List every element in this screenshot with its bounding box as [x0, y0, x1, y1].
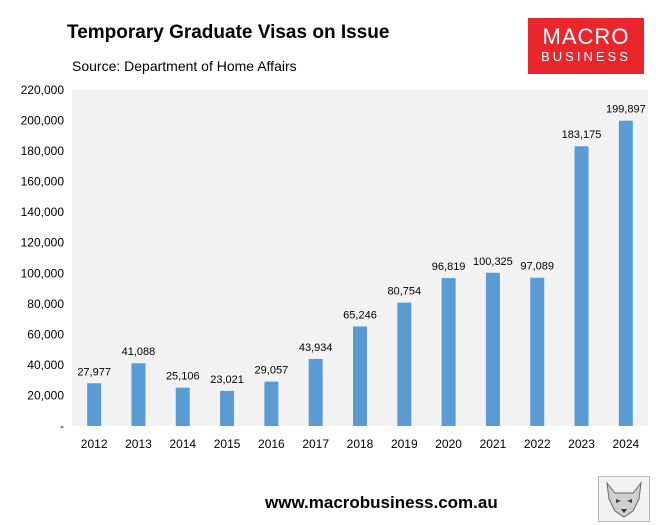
fox-mascot-icon: [598, 476, 650, 522]
bar-2015: [220, 390, 235, 426]
y-tick-label: 120,000: [21, 236, 65, 250]
y-tick-label: -: [60, 419, 64, 433]
data-labels: 27,977 41,088 25,106 23,021 29,057 43,934 65,2…: [77, 104, 645, 386]
x-tick-label-2018: 2018: [347, 437, 374, 451]
x-tick-label-2017: 2017: [302, 437, 329, 451]
data-label-2015: 23,021: [210, 374, 244, 386]
y-axis: - 20,000 40,000 60,000 80,000 100,000 120,000 1…: [21, 83, 65, 433]
logo-line-business: BUSINESS: [541, 49, 631, 64]
x-tick-label-2024: 2024: [612, 437, 639, 451]
y-tick-label: 100,000: [21, 266, 65, 280]
bar-2020: [441, 278, 456, 426]
x-axis: 2012 2013 2014 2015 2016 2017 2018 2019 2020 2021…: [81, 437, 640, 451]
bar-2022: [530, 277, 545, 426]
bar-2017: [308, 358, 323, 426]
x-tick-label-2015: 2015: [214, 437, 241, 451]
bar-2023: [574, 146, 589, 426]
bar-chart: - 20,000 40,000 60,000 80,000 100,000 120,000 1…: [21, 83, 648, 451]
bar-2021: [485, 272, 500, 426]
data-label-2021: 100,325: [473, 256, 513, 268]
y-tick-label: 200,000: [21, 114, 65, 128]
data-label-2023: 183,175: [562, 129, 602, 141]
bar-2013: [131, 363, 146, 426]
bar-2016: [264, 381, 279, 426]
data-label-2012: 27,977: [77, 366, 111, 378]
bar-2018: [353, 326, 367, 426]
data-label-2018: 65,246: [343, 309, 377, 321]
bar-series: [87, 120, 633, 427]
x-tick-label-2016: 2016: [258, 437, 285, 451]
y-tick-label: 40,000: [27, 358, 64, 372]
data-label-2022: 97,089: [520, 261, 554, 273]
data-label-2024: 199,897: [606, 104, 646, 116]
x-tick-label-2013: 2013: [125, 437, 152, 451]
x-tick-label-2012: 2012: [81, 437, 108, 451]
data-label-2014: 25,106: [166, 371, 200, 383]
data-label-2016: 29,057: [255, 365, 289, 377]
bar-2012: [87, 383, 102, 426]
y-tick-label: 220,000: [21, 83, 65, 97]
y-tick-label: 20,000: [27, 388, 64, 402]
data-label-2019: 80,754: [387, 286, 421, 298]
y-tick-label: 160,000: [21, 175, 65, 189]
data-label-2017: 43,934: [299, 342, 333, 354]
y-tick-label: 80,000: [27, 297, 64, 311]
chart-source: Source: Department of Home Affairs: [72, 58, 297, 74]
x-tick-label-2014: 2014: [169, 437, 196, 451]
data-label-2013: 41,088: [122, 346, 156, 358]
x-tick-label-2021: 2021: [480, 437, 507, 451]
bar-2014: [175, 387, 190, 426]
chart-title: Temporary Graduate Visas on Issue: [67, 22, 390, 43]
x-tick-label-2020: 2020: [435, 437, 462, 451]
macrobusiness-logo: MACRO BUSINESS: [528, 18, 644, 74]
x-tick-label-2023: 2023: [568, 437, 595, 451]
x-tick-label-2019: 2019: [391, 437, 418, 451]
x-tick-label-2022: 2022: [524, 437, 551, 451]
bar-2019: [397, 302, 412, 426]
footer-url: www.macrobusiness.com.au: [265, 493, 498, 512]
data-label-2020: 96,819: [432, 261, 466, 273]
y-tick-label: 60,000: [27, 327, 64, 341]
bar-2024: [618, 120, 633, 427]
logo-line-macro: MACRO: [542, 24, 630, 49]
y-tick-label: 180,000: [21, 144, 65, 158]
y-tick-label: 140,000: [21, 205, 65, 219]
